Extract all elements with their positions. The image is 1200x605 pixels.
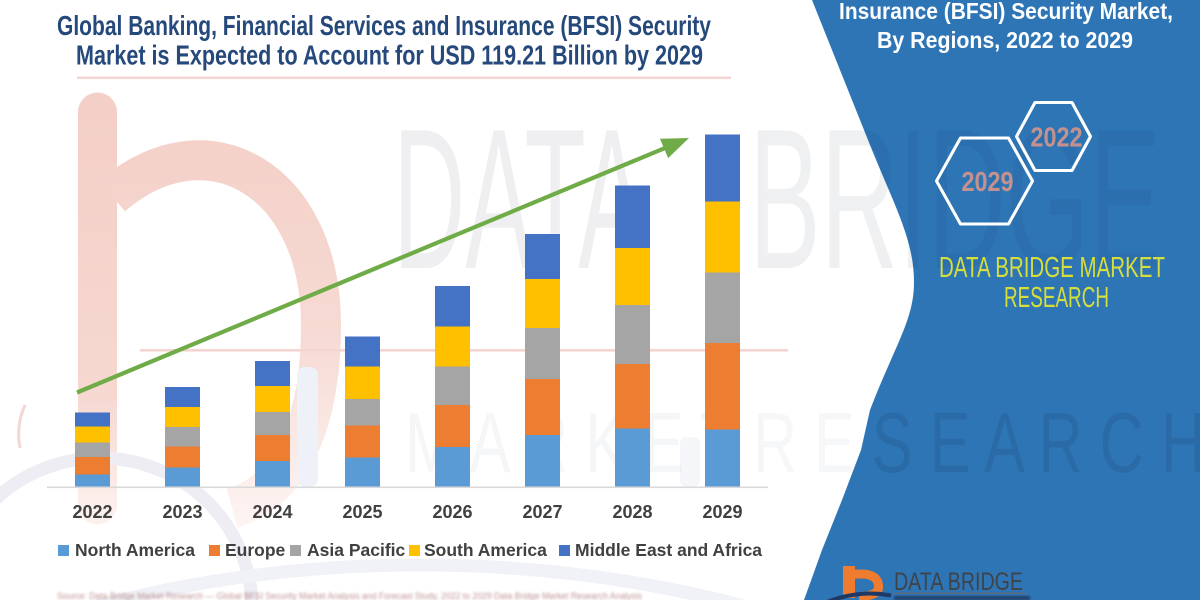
svg-text:Market is Expected to Account: Market is Expected to Account for USD 11… [76, 40, 703, 71]
svg-text:2027: 2027 [522, 502, 562, 522]
svg-text:2024: 2024 [252, 502, 292, 522]
svg-text:DATA: DATA [393, 88, 645, 311]
svg-text:Middle East and Africa: Middle East and Africa [575, 540, 762, 560]
svg-text:Source: Data Bridge Market Res: Source: Data Bridge Market Research — Gl… [57, 591, 642, 600]
svg-text:RESEARCH: RESEARCH [1004, 282, 1109, 314]
svg-text:North America: North America [75, 540, 195, 560]
svg-text:2025: 2025 [342, 502, 382, 522]
svg-text:2029: 2029 [702, 502, 742, 522]
svg-text:By Regions, 2022 to 2029: By Regions, 2022 to 2029 [877, 27, 1133, 53]
svg-text:2028: 2028 [612, 502, 652, 522]
svg-text:DATA BRIDGE: DATA BRIDGE [894, 568, 1023, 596]
svg-text:DATA BRIDGE MARKET: DATA BRIDGE MARKET [939, 252, 1165, 284]
svg-text:Europe: Europe [225, 540, 286, 560]
svg-text:2022: 2022 [72, 502, 112, 522]
svg-text:2029: 2029 [962, 166, 1014, 197]
svg-text:Insurance (BFSI) Security Mark: Insurance (BFSI) Security Market, [839, 0, 1173, 24]
svg-text:M A R K E T R E S E A R C H: M A R K E T R E S E A R C H [405, 396, 1200, 491]
svg-text:Asia Pacific: Asia Pacific [307, 540, 406, 560]
svg-text:Global Banking, Financial Serv: Global Banking, Financial Services and I… [57, 10, 711, 41]
svg-text:M A R K E T R E S E A R C H: M A R K E T R E S E A R C H [405, 396, 1200, 491]
svg-text:South America: South America [424, 540, 547, 560]
svg-text:2022: 2022 [1031, 122, 1083, 153]
svg-text:2026: 2026 [432, 502, 472, 522]
svg-text:2023: 2023 [162, 502, 202, 522]
